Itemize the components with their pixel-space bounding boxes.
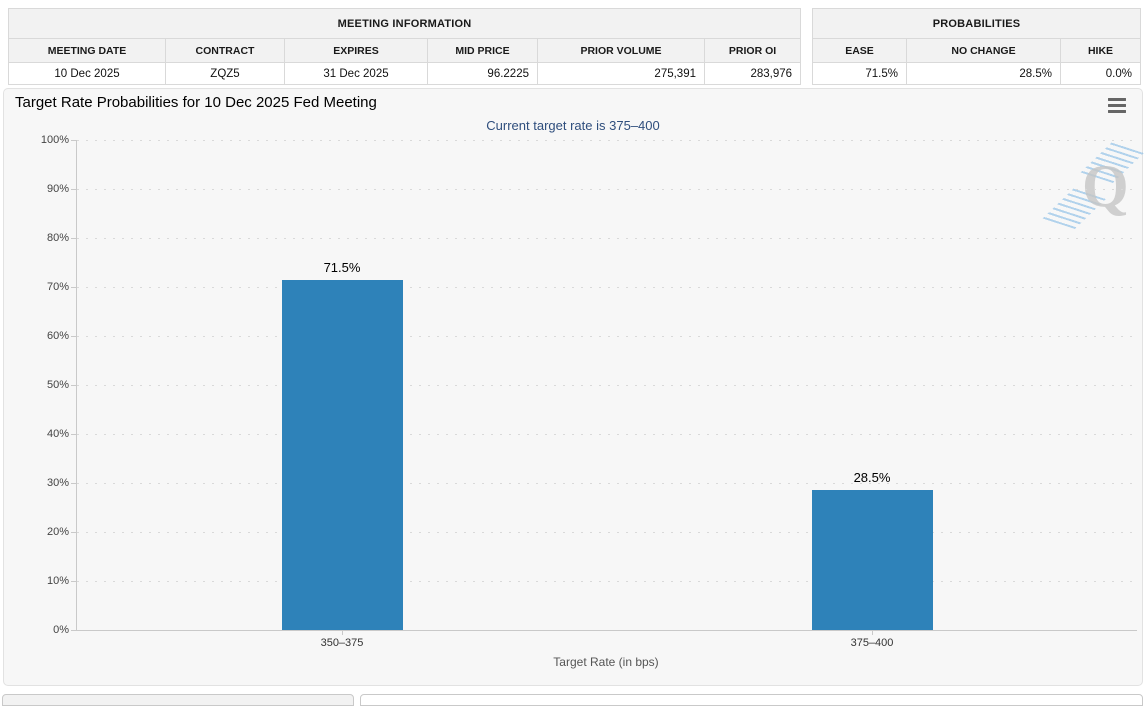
hamburger-menu-icon[interactable] (1105, 95, 1129, 116)
menu-bar-line (1108, 98, 1126, 101)
gridline (77, 581, 1137, 582)
bar-375–400[interactable] (811, 490, 933, 630)
y-axis-tick (71, 336, 77, 337)
gridline (77, 189, 1137, 190)
x-axis-tick (342, 630, 343, 635)
y-axis-tick (71, 532, 77, 533)
y-axis-tick-label: 60% (46, 330, 69, 342)
prior-oi-value: 283,976 (703, 62, 802, 85)
gridline (77, 287, 1137, 288)
y-axis-tick (71, 483, 77, 484)
chart-subtitle: Current target rate is 375–400 (486, 118, 660, 133)
target-rate-chart-panel: Target Rate Probabilities for 10 Dec 202… (3, 88, 1146, 686)
y-axis-tick (71, 140, 77, 141)
quikstrike-watermark-icon: Q (1042, 141, 1146, 229)
y-axis-tick (71, 238, 77, 239)
bottom-left-panel (2, 694, 354, 706)
watermark-stripes (1042, 187, 1108, 229)
chart-title: Target Rate Probabilities for 10 Dec 202… (15, 94, 377, 111)
gridline (77, 140, 1137, 141)
mid-price-value: 96.2225 (427, 62, 538, 85)
y-axis-tick (71, 434, 77, 435)
col-header-ease: EASE (812, 38, 907, 63)
x-axis-tick (872, 630, 873, 635)
menu-bar-line (1108, 110, 1126, 113)
gridline (77, 434, 1137, 435)
menu-bar-line (1108, 104, 1126, 107)
col-header-no-change: NO CHANGE (906, 38, 1061, 63)
y-axis-tick-label: 50% (46, 379, 69, 391)
probabilities-table: PROBABILITIES EASE NO CHANGE HIKE 71.5% … (812, 8, 1141, 85)
meeting-info-header-row: MEETING DATE CONTRACT EXPIRES MID PRICE … (8, 38, 802, 63)
col-header-contract: CONTRACT (165, 38, 285, 63)
hike-value: 0.0% (1060, 62, 1141, 85)
col-header-prior-oi: PRIOR OI (703, 38, 802, 63)
bar-value-label: 28.5% (853, 470, 891, 485)
y-axis-tick (71, 287, 77, 288)
x-axis-category-label: 350–375 (320, 637, 364, 649)
bar-value-label: 71.5% (323, 260, 361, 275)
col-header-expires: EXPIRES (284, 38, 428, 63)
y-axis-tick (71, 630, 77, 631)
plot-area: Q 100% 90% 80% 70% 60% 50% 40% 30% 20% 10% 0% 71.5%… (41, 134, 1146, 649)
y-axis-tick-label: 100% (40, 134, 69, 146)
meeting-date-value: 10 Dec 2025 (8, 62, 166, 85)
y-axis-tick-label: 70% (46, 281, 69, 293)
y-axis-tick-label: 10% (46, 575, 69, 587)
y-axis-tick-label: 20% (46, 526, 69, 538)
watermark-stripes (1080, 141, 1146, 183)
y-axis-tick-label: 40% (46, 428, 69, 440)
col-header-hike: HIKE (1060, 38, 1141, 63)
bar-350–375[interactable] (281, 280, 403, 630)
no-change-value: 28.5% (906, 62, 1061, 85)
gridline (77, 336, 1137, 337)
meeting-info-data-row: 10 Dec 2025 ZQZ5 31 Dec 2025 96.2225 275… (8, 62, 802, 85)
y-axis-tick (71, 385, 77, 386)
contract-value: ZQZ5 (165, 62, 285, 85)
expires-value: 31 Dec 2025 (284, 62, 428, 85)
bottom-right-panel (360, 694, 1143, 706)
probabilities-header-row: EASE NO CHANGE HIKE (812, 38, 1141, 63)
probabilities-title: PROBABILITIES (812, 8, 1141, 39)
gridline (77, 532, 1137, 533)
watermark-q-letter: Q (1082, 153, 1129, 219)
y-axis-tick-label: 90% (46, 183, 69, 195)
col-header-mid-price: MID PRICE (427, 38, 538, 63)
meeting-information-table: MEETING INFORMATION MEETING DATE CONTRAC… (7, 8, 802, 85)
y-axis-tick (71, 189, 77, 190)
x-axis-category-label: 375–400 (850, 637, 894, 649)
col-header-meeting-date: MEETING DATE (8, 38, 166, 63)
y-axis-tick-label: 30% (46, 477, 69, 489)
probabilities-data-row: 71.5% 28.5% 0.0% (812, 62, 1141, 85)
meeting-info-title: MEETING INFORMATION (7, 8, 802, 39)
gridline (77, 238, 1137, 239)
y-axis-tick-label: 80% (46, 232, 69, 244)
gridline (77, 483, 1137, 484)
y-axis-tick (71, 581, 77, 582)
gridline (77, 385, 1137, 386)
y-axis-tick-label: 0% (53, 624, 69, 636)
col-header-prior-volume: PRIOR VOLUME (537, 38, 705, 63)
prior-volume-value: 275,391 (537, 62, 705, 85)
ease-value: 71.5% (812, 62, 907, 85)
x-axis-title: Target Rate (in bps) (553, 655, 659, 669)
